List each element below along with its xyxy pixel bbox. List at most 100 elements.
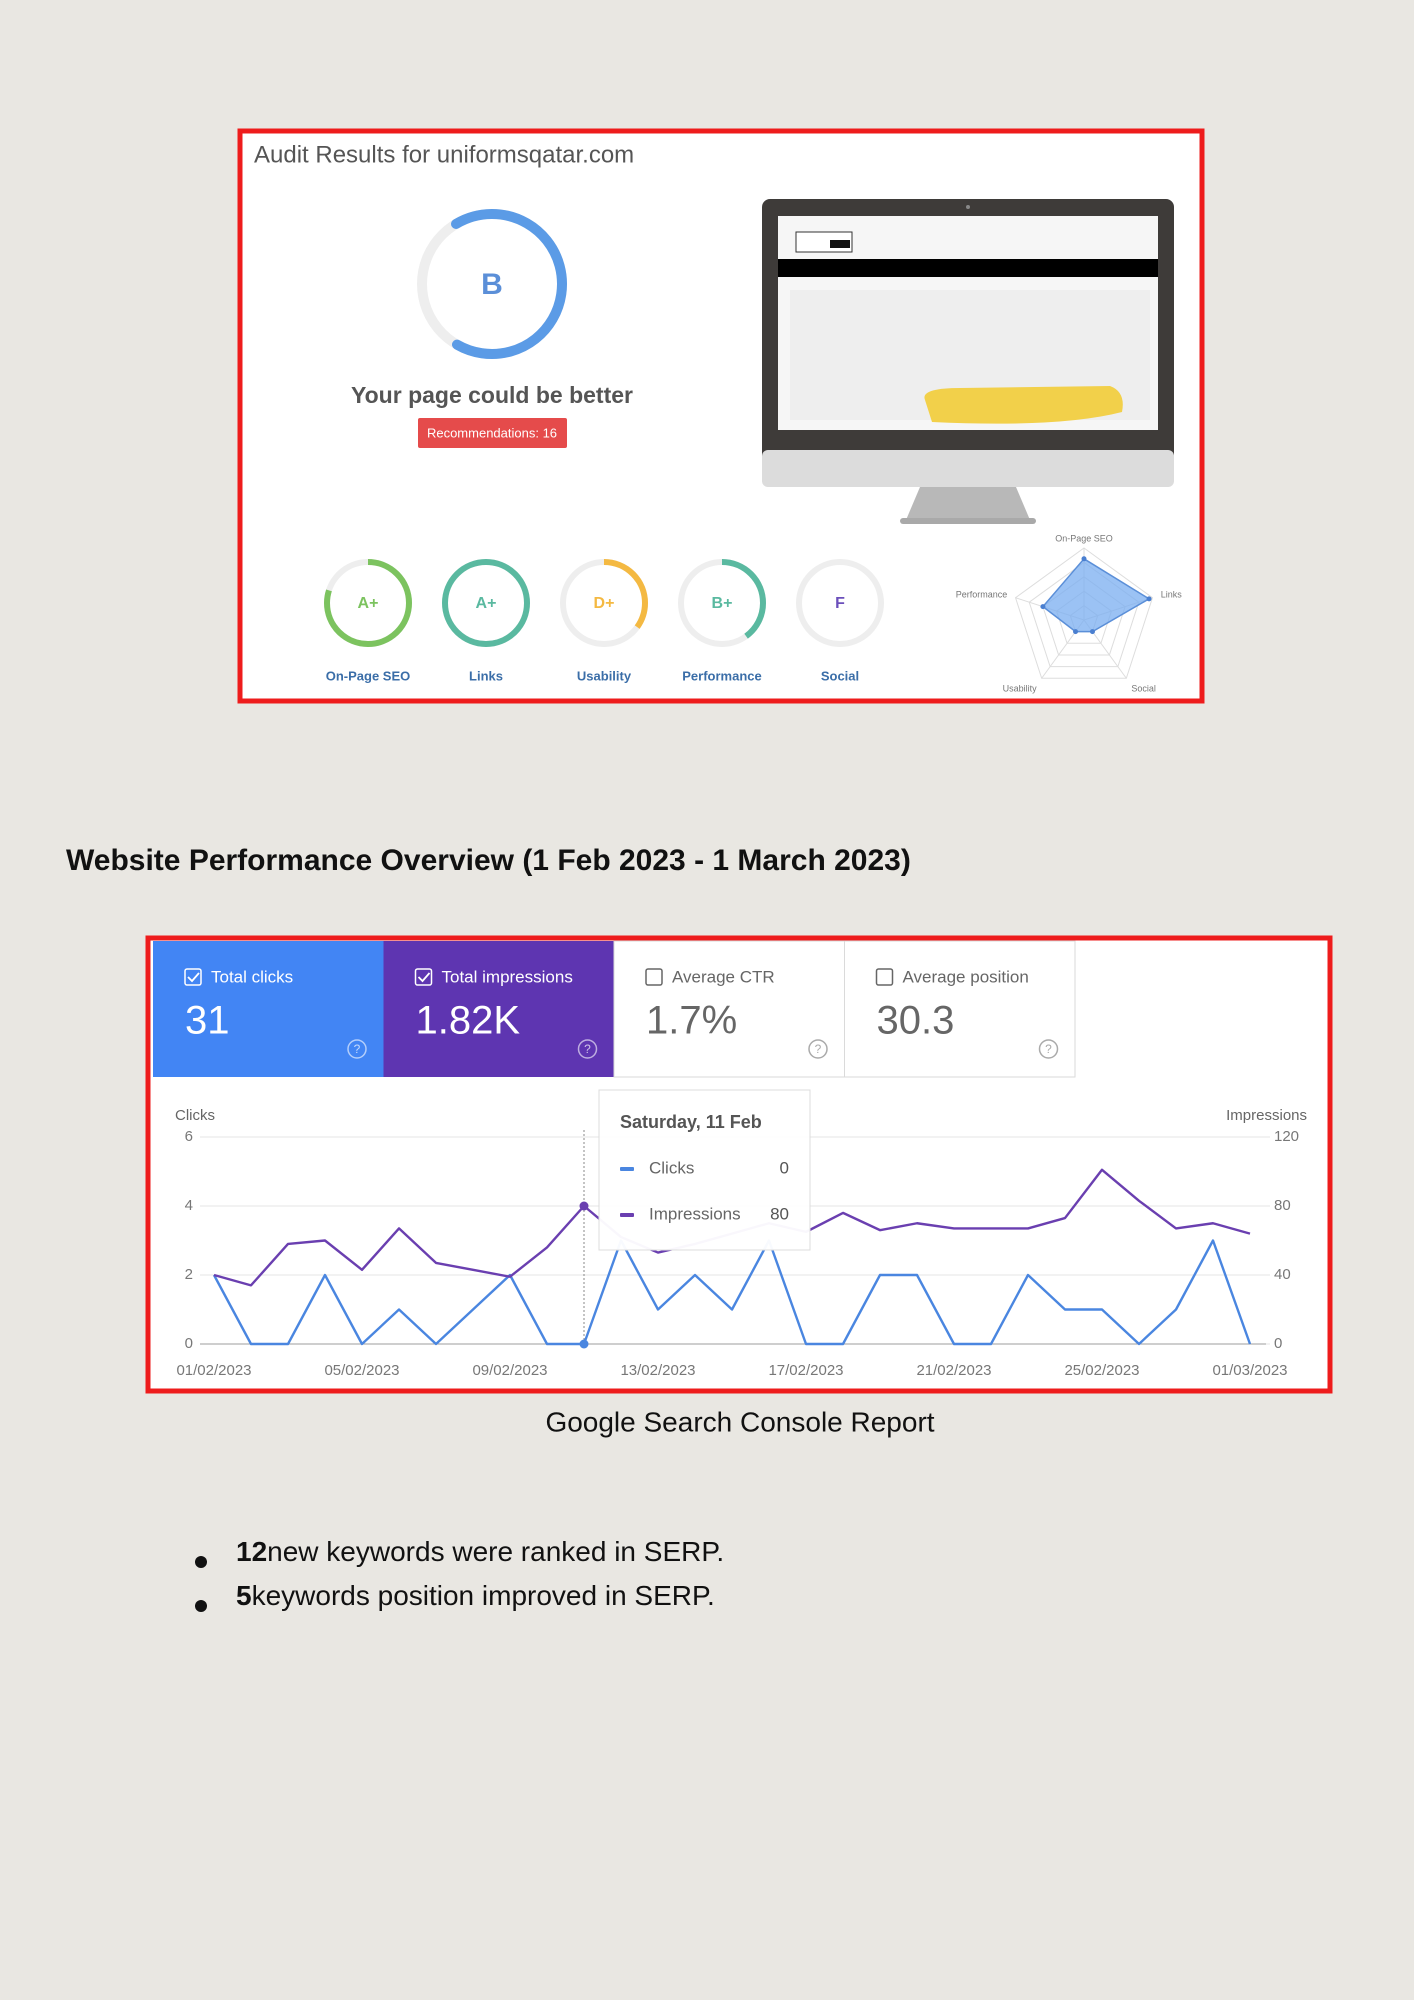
x-tick-label: 05/02/2023 <box>324 1362 399 1379</box>
score-ring <box>678 559 766 647</box>
audit-title: Audit Results for uniformsqatar.com <box>254 141 634 168</box>
metric-label: Total impressions <box>442 967 573 986</box>
radar-label: Links <box>1161 589 1183 599</box>
tooltip <box>598 1089 811 1251</box>
score-label: Social <box>821 668 859 683</box>
recommendations-label: Recommendations: 16 <box>427 425 557 440</box>
tooltip-series-value: 80 <box>770 1204 789 1223</box>
metric-label: Average position <box>903 967 1029 986</box>
tooltip-series-name: Clicks <box>649 1158 694 1177</box>
score-ring <box>560 559 648 647</box>
radar-point <box>1089 629 1095 635</box>
x-tick-label: 21/02/2023 <box>916 1362 991 1379</box>
y2-tick-label: 40 <box>1274 1266 1291 1283</box>
metric-card <box>153 941 384 1077</box>
bullet-bold: 12 <box>236 1536 267 1567</box>
x-tick-label: 17/02/2023 <box>768 1362 843 1379</box>
caption: Google Search Console Report <box>545 1406 934 1437</box>
x-tick-label: 25/02/2023 <box>1064 1362 1139 1379</box>
x-tick-label: 09/02/2023 <box>472 1362 547 1379</box>
tooltip-title: Saturday, 11 Feb <box>620 1112 762 1132</box>
audit-message: Your page could be better <box>351 382 633 408</box>
metric-help-icon <box>1038 1039 1059 1059</box>
metric-help-icon <box>577 1039 598 1059</box>
metric-help-mark: ? <box>354 1042 361 1056</box>
metric-help-icon <box>808 1039 828 1059</box>
metric-checkmark <box>417 972 431 983</box>
metric-help-mark: ? <box>1045 1042 1052 1056</box>
y-tick-label: 0 <box>185 1335 193 1352</box>
y2-tick-label: 120 <box>1274 1128 1299 1145</box>
radar-label: Social <box>1131 684 1156 694</box>
metric-checkmark <box>187 972 200 983</box>
metric-value: 1.82K <box>416 999 521 1043</box>
monitor-camera <box>966 205 970 209</box>
y-tick-label: 4 <box>185 1197 193 1214</box>
radar-grid <box>1014 547 1154 679</box>
metric-label: Average CTR <box>672 967 775 986</box>
score-label: Performance <box>682 668 761 683</box>
metric-label: Total clicks <box>211 967 293 986</box>
bullet-body: keywords position improved in SERP. <box>252 1580 715 1611</box>
site-nav <box>778 259 1158 277</box>
recommendations-button <box>418 418 567 448</box>
series-line <box>212 1239 1252 1346</box>
metric-help-icon <box>347 1039 367 1059</box>
y-axis-label: Clicks <box>175 1107 215 1124</box>
x-tick-label: 13/02/2023 <box>620 1362 695 1379</box>
radar-point <box>1040 604 1046 610</box>
metric-card <box>383 941 614 1077</box>
bullet-dot <box>195 1556 207 1568</box>
tooltip-swatch <box>620 1213 634 1217</box>
radar-label: Performance <box>956 589 1008 599</box>
y2-tick-label: 0 <box>1274 1335 1282 1352</box>
radar-area <box>1041 557 1151 633</box>
metric-checkbox <box>414 968 433 986</box>
metric-card <box>613 940 845 1078</box>
score-grade: B+ <box>712 595 733 612</box>
bullet-dot <box>195 1600 207 1612</box>
radar-point <box>1146 596 1152 602</box>
score-grade: A+ <box>476 595 497 612</box>
x-tick-label: 01/02/2023 <box>176 1362 251 1379</box>
score-label: Links <box>469 668 503 683</box>
metric-help-mark: ? <box>815 1042 822 1056</box>
metric-value: 1.7% <box>646 999 737 1043</box>
radar-label: Usability <box>1003 684 1038 694</box>
bullet-text: 5keywords position improved in SERP. <box>236 1580 715 1611</box>
score-ring <box>442 559 530 647</box>
score-label: On-Page SEO <box>326 668 411 683</box>
metric-checkbox <box>875 968 894 986</box>
metric-value: 31 <box>185 999 230 1043</box>
y2-axis-label: Impressions <box>1226 1107 1307 1124</box>
metric-checkbox <box>645 968 663 986</box>
radar-point <box>1081 556 1087 562</box>
metric-help-mark: ? <box>584 1042 591 1056</box>
monitor-stand <box>906 487 1030 520</box>
metric-value: 30.3 <box>877 999 955 1043</box>
hover-point <box>579 1339 589 1349</box>
grade-letter: B <box>481 268 503 301</box>
score-ring <box>324 559 412 647</box>
bullet-body: new keywords were ranked in SERP. <box>267 1536 724 1567</box>
site-hero-towel <box>924 386 1123 424</box>
metric-checkbox <box>184 968 202 986</box>
score-ring-track <box>796 559 884 647</box>
tooltip-series-value: 0 <box>780 1158 789 1177</box>
monitor-base <box>900 518 1036 524</box>
score-grade: D+ <box>594 595 615 612</box>
monitor-screenshot <box>762 199 1174 524</box>
score-grade: F <box>835 595 845 612</box>
grade-ring <box>417 209 567 359</box>
score-grade: A+ <box>358 595 379 612</box>
monitor-chin <box>762 450 1174 487</box>
section-heading: Website Performance Overview (1 Feb 2023… <box>66 844 911 877</box>
metric-card <box>844 940 1076 1078</box>
bullet-text: 12new keywords were ranked in SERP. <box>236 1536 724 1567</box>
tooltip-series-name: Impressions <box>649 1204 741 1223</box>
tooltip-swatch <box>620 1167 634 1171</box>
site-logo-mark <box>830 240 850 248</box>
y-tick-label: 6 <box>185 1128 193 1145</box>
